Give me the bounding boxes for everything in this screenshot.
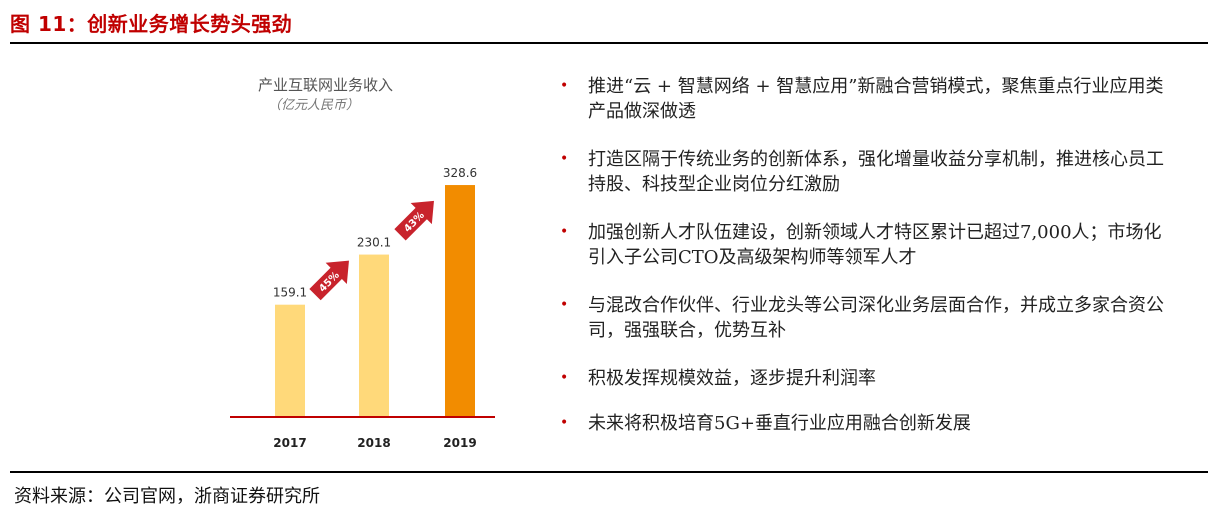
revenue-bar-chart: 159.1 2017 230.1 2018 328.6 2019 45% 43% bbox=[230, 166, 495, 450]
bullet-text: 与混改合作伙伴、行业龙头等公司深化业务层面合作，并成立多家合资公司，强强联合，优… bbox=[588, 295, 1164, 341]
bullet-text: 推进“云 + 智慧网络 + 智慧应用”新融合营销模式，聚焦重点行业应用类产品做深… bbox=[588, 76, 1164, 122]
source-note: 资料来源：公司官网，浙商证券研究所 bbox=[14, 486, 320, 507]
bullet-item: • 打造区隔于传统业务的创新体系，强化增量收益分享机制，推进核心员工持股、科技型企… bbox=[558, 147, 1178, 197]
bullet-dot-icon: • bbox=[560, 297, 569, 313]
growth-arrow-icon: 45% bbox=[309, 260, 349, 301]
growth-arrow-icon: 43% bbox=[394, 200, 434, 241]
bullet-item: • 未来将积极培育5G+垂直行业应用融合创新发展 bbox=[558, 411, 1178, 436]
bullet-text: 未来将积极培育5G+垂直行业应用融合创新发展 bbox=[588, 413, 971, 434]
bullet-list: • 推进“云 + 智慧网络 + 智慧应用”新融合营销模式，聚焦重点行业应用类产品做… bbox=[558, 74, 1178, 456]
bullet-dot-icon: • bbox=[560, 370, 569, 386]
bar-2019 bbox=[445, 185, 475, 417]
bullet-text: 打造区隔于传统业务的创新体系，强化增量收益分享机制，推进核心员工持股、科技型企业… bbox=[588, 149, 1164, 195]
x-tick-label: 2019 bbox=[443, 436, 476, 450]
bullet-text: 积极发挥规模效益，逐步提升利润率 bbox=[588, 368, 876, 389]
bullet-dot-icon: • bbox=[560, 415, 569, 431]
top-rule bbox=[10, 42, 1208, 44]
bullet-dot-icon: • bbox=[560, 151, 569, 167]
bullet-text: 加强创新人才队伍建设，创新领域人才特区累计已超过7,000人；市场化引入子公司C… bbox=[588, 222, 1162, 268]
bullet-dot-icon: • bbox=[560, 78, 569, 94]
growth-arrow-shape bbox=[394, 200, 434, 241]
bar-2018 bbox=[359, 254, 389, 417]
bar-value-label: 328.6 bbox=[443, 166, 477, 180]
bar-2017 bbox=[275, 304, 305, 417]
bullet-item: • 加强创新人才队伍建设，创新领域人才特区累计已超过7,000人；市场化引入子公司… bbox=[558, 220, 1178, 270]
bullet-item: • 推进“云 + 智慧网络 + 智慧应用”新融合营销模式，聚焦重点行业应用类产品做… bbox=[558, 74, 1178, 124]
bar-value-label: 230.1 bbox=[357, 236, 391, 250]
bottom-rule bbox=[10, 471, 1208, 473]
bullet-item: • 积极发挥规模效益，逐步提升利润率 bbox=[558, 366, 1178, 391]
growth-arrow-shape bbox=[309, 260, 349, 301]
chart-unit: （亿元人民币） bbox=[268, 98, 360, 113]
bullet-dot-icon: • bbox=[560, 224, 569, 240]
figure-title: 图 11：创新业务增长势头强劲 bbox=[10, 12, 293, 36]
x-tick-label: 2017 bbox=[273, 436, 306, 450]
bullet-item: • 与混改合作伙伴、行业龙头等公司深化业务层面合作，并成立多家合资公司，强强联合，… bbox=[558, 293, 1178, 343]
bar-value-label: 159.1 bbox=[273, 286, 307, 300]
x-tick-label: 2018 bbox=[357, 436, 390, 450]
chart-title: 产业互联网业务收入 bbox=[258, 76, 394, 94]
